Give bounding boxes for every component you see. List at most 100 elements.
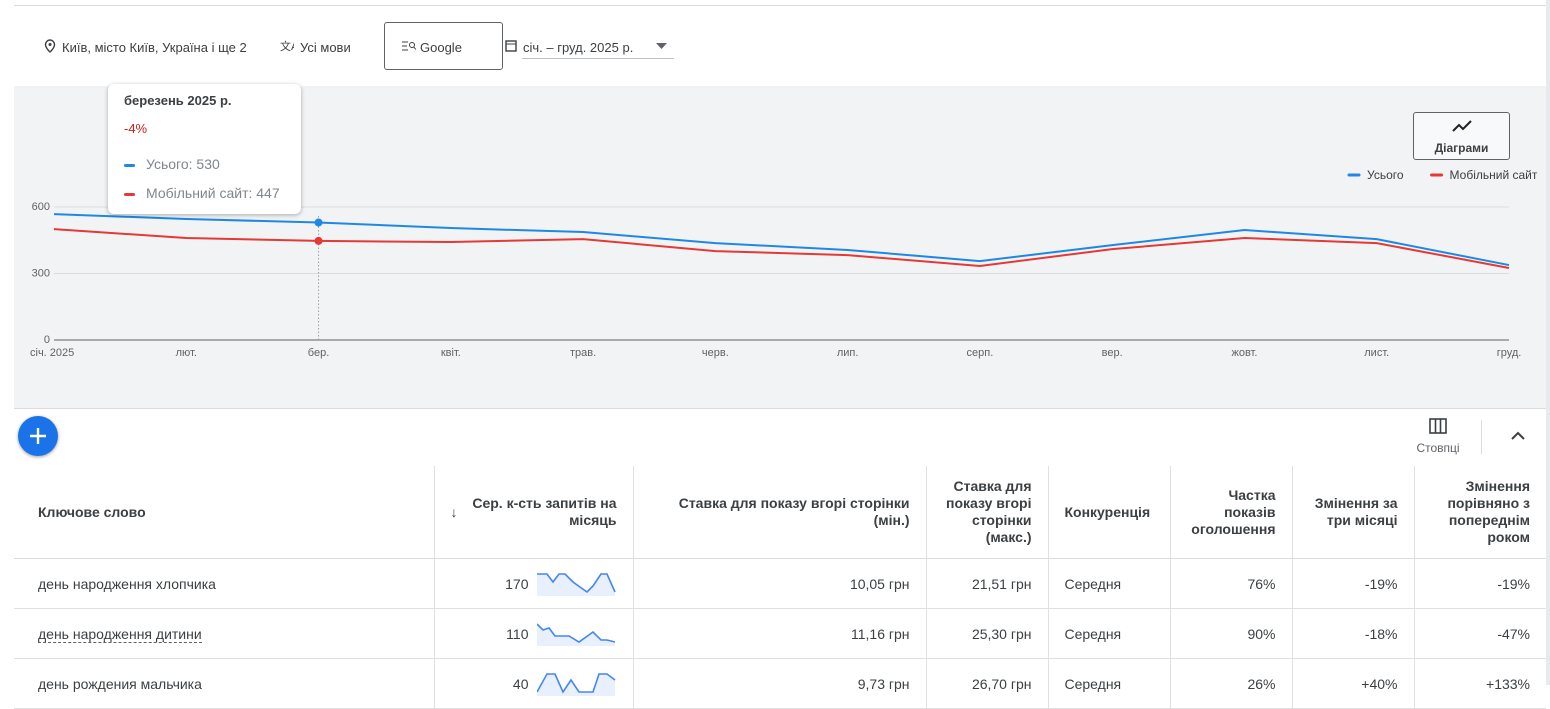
cell-text: 26,70 грн: [971, 675, 1032, 692]
table-cell: 26,70 грн: [925, 658, 1048, 709]
table-row: день народження хлопчика 170 10,05 грн 21,5…: [14, 558, 1546, 609]
scrollbar: [1546, 0, 1550, 685]
translate-icon: 文A: [280, 39, 294, 53]
tooltip-text: Мобільний сайт: 447: [146, 185, 280, 201]
cell-text: -19%: [1497, 575, 1530, 592]
divider: [1481, 420, 1482, 454]
cell-text: 170: [505, 575, 529, 592]
page: Київ, місто Київ, Україна і ще 2 文A Усі …: [14, 0, 1550, 709]
cell-text: -18%: [1364, 625, 1398, 642]
tooltip-row: Усього: 530: [124, 156, 220, 172]
header-text: Конкуренція: [1064, 503, 1151, 520]
hover-point: [314, 218, 323, 227]
column-header[interactable]: Змінення порівняно з попереднім роком: [1413, 466, 1546, 559]
date-filter[interactable]: січ. – груд. 2025 р.: [523, 40, 634, 55]
table-cell: 11,16 грн: [632, 608, 926, 659]
x-tick-label: квіт.: [441, 347, 461, 359]
dropdown-arrow: [656, 43, 667, 49]
cell-text: 110: [506, 625, 529, 642]
add-button[interactable]: [18, 416, 58, 456]
language-filter[interactable]: Усі мови: [300, 40, 351, 55]
x-tick-label: вер.: [1102, 347, 1123, 359]
table-cell: день народження дитини: [14, 608, 434, 659]
table-cell: Середня: [1047, 558, 1170, 609]
x-tick-label: жовт.: [1231, 347, 1257, 359]
charts-button[interactable]: Діаграми: [1413, 112, 1510, 160]
underline: [522, 58, 674, 59]
x-tick-label: лип.: [837, 347, 859, 359]
column-header[interactable]: Змінення за три місяці: [1291, 466, 1414, 559]
legend-label: Усього: [1367, 168, 1404, 182]
table-row: день рождения мальчика 40 9,73 грн 26,70 гр…: [14, 658, 1546, 709]
table-cell: 76%: [1169, 558, 1292, 609]
y-tick-label: 600: [32, 201, 50, 213]
location-filter[interactable]: Київ, місто Київ, Україна і ще 2: [62, 40, 247, 55]
pin-icon: [44, 39, 56, 53]
table-cell: +133%: [1413, 658, 1546, 709]
table-cell: 110: [433, 608, 633, 659]
sparkline: [536, 572, 616, 596]
cell-text: 9,73 грн: [857, 675, 910, 692]
collapse-button[interactable]: [1510, 430, 1526, 442]
column-header[interactable]: Частка показів оголошення: [1169, 466, 1292, 559]
table-cell: 21,51 грн: [925, 558, 1048, 609]
cell-wrap: 40: [451, 672, 617, 696]
table-cell: 25,30 грн: [925, 608, 1048, 659]
tooltip-swatch: [124, 163, 135, 167]
table-cell: -19%: [1291, 558, 1414, 609]
cell-text: -47%: [1497, 625, 1530, 642]
cell-text: Середня: [1064, 575, 1122, 592]
header-text: Частка показів оголошення: [1191, 486, 1276, 537]
calendar-icon: [505, 40, 517, 52]
cell-text: -19%: [1364, 575, 1398, 592]
header-text: Ставка для показу вгорі сторінки (мін.): [678, 495, 910, 528]
cell-text: 76%: [1247, 575, 1276, 592]
header-text: Змінення за три місяці: [1314, 495, 1398, 528]
column-header[interactable]: Ставка для показу вгорі сторінки (макс.): [925, 466, 1048, 559]
header-text: Сер. к-сть запитів на місяць: [472, 495, 617, 528]
x-tick-label: серп.: [967, 347, 994, 359]
cell-text: Середня: [1064, 625, 1122, 642]
tooltip-row: Мобільний сайт: 447: [124, 185, 280, 201]
column-header[interactable]: Конкуренція: [1047, 466, 1170, 559]
x-tick-label: черв.: [702, 347, 729, 359]
sparkline-line: [536, 622, 615, 643]
table-cell: день рождения мальчика: [14, 658, 434, 709]
table-cell: -19%: [1413, 558, 1546, 609]
sparkline-line: [536, 572, 616, 593]
y-tick-label: 300: [32, 267, 50, 279]
table-cell: день народження хлопчика: [14, 558, 434, 609]
column-header[interactable]: Ставка для показу вгорі сторінки (мін.): [632, 466, 926, 559]
table-row: день народження дитини 110 11,16 грн 25,30 …: [14, 608, 1546, 659]
column-header[interactable]: Ключове слово: [14, 466, 434, 559]
cell-text: +40%: [1361, 675, 1398, 692]
network-button[interactable]: [384, 22, 503, 70]
header-text: Ключове слово: [38, 503, 146, 520]
table-cell: 170: [433, 558, 633, 609]
x-tick-label: трав.: [570, 347, 596, 359]
table-cell: Середня: [1047, 608, 1170, 659]
sparkline-area: [536, 623, 615, 646]
svg-text:文A: 文A: [280, 39, 294, 53]
x-tick-label: січ. 2025: [30, 347, 74, 359]
cell-text: день народження хлопчика: [38, 575, 216, 592]
table-cell: -18%: [1291, 608, 1414, 659]
sparkline: [536, 672, 615, 696]
line-series: [53, 228, 1510, 269]
x-tick-label: лют.: [176, 347, 197, 359]
column-header[interactable]: ↓ Сер. к-сть запитів на місяць: [433, 466, 633, 559]
x-tick-label: бер.: [308, 347, 329, 359]
cell-text: 25,30 грн: [971, 625, 1032, 642]
table-cell: +40%: [1291, 658, 1414, 709]
table-cell: Середня: [1047, 658, 1170, 709]
cell-text: день рождения мальчика: [38, 675, 202, 692]
cell-text: 10,05 грн: [849, 575, 910, 592]
columns-button[interactable]: Стовпці: [1410, 418, 1466, 455]
header-wrap: ↓ Сер. к-сть запитів на місяць: [451, 495, 617, 529]
plus-icon: [30, 428, 46, 444]
x-tick-label: лист.: [1364, 347, 1389, 359]
sparkline: [536, 622, 615, 646]
tooltip-swatch: [124, 192, 135, 196]
header-text: Змінення порівняно з попереднім роком: [1447, 478, 1530, 545]
network-filter[interactable]: Google: [420, 40, 462, 55]
